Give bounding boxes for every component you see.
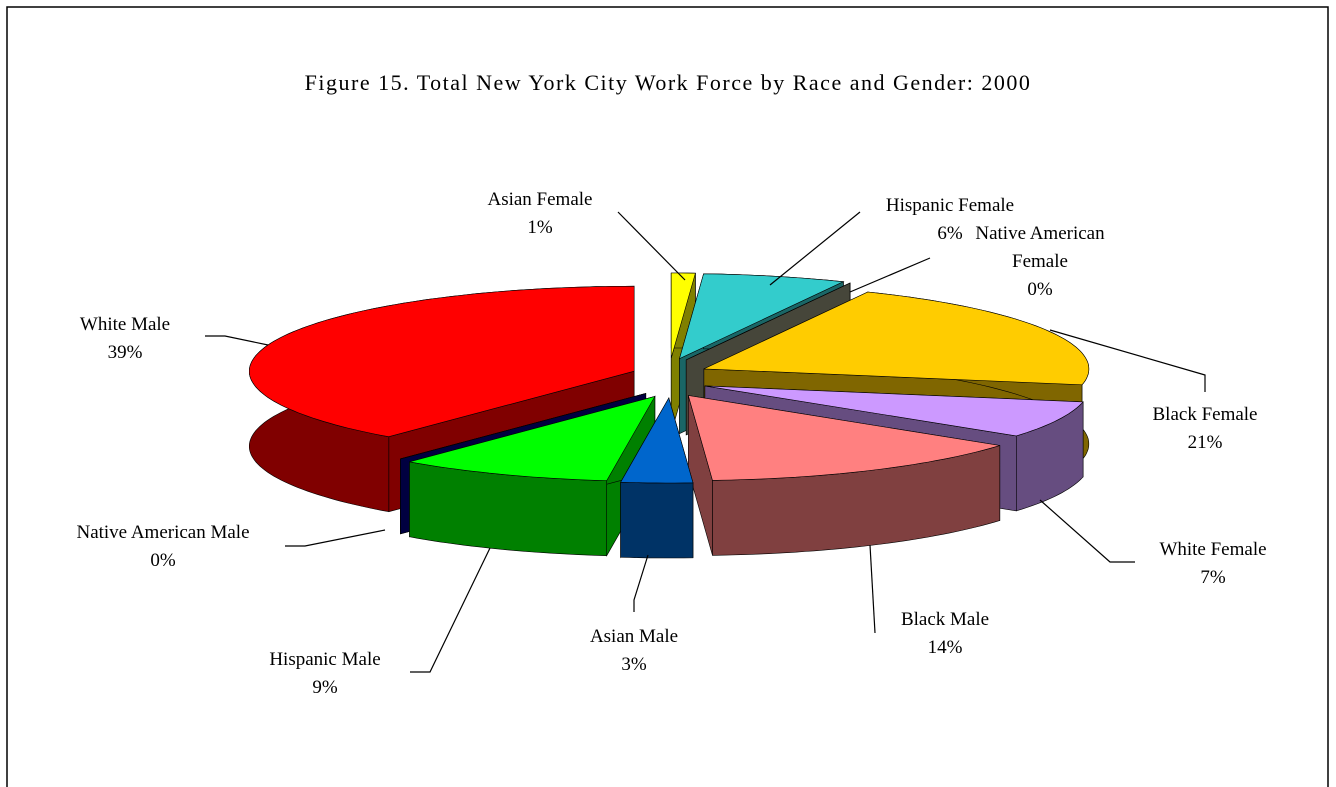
label-value: 6% [937, 223, 963, 244]
label-category: White Female [1159, 539, 1267, 560]
data-label: White Female 7% [1128, 536, 1298, 592]
data-label: Hispanic Male 9% [240, 646, 410, 702]
data-label: Native American Male 0% [33, 519, 293, 575]
slice-top [620, 397, 694, 484]
data-label: Black Female 21% [1125, 401, 1285, 457]
slice-wall [620, 481, 694, 559]
slice-top [704, 385, 1084, 437]
label-category: Black Female [1152, 404, 1258, 425]
leader-line [869, 544, 876, 634]
leader-line [1049, 329, 1206, 392]
slice-top [679, 273, 845, 360]
label-value: 21% [1187, 432, 1223, 453]
slice-top [703, 291, 1090, 386]
slice-top [686, 282, 851, 361]
pie-slice [620, 396, 694, 559]
slice-top [670, 272, 696, 359]
pie-slice [687, 395, 1001, 556]
frame [6, 6, 1329, 787]
label-category: Native American Male [76, 522, 250, 543]
data-label: Native American Female 0% [965, 220, 1115, 304]
slice-top [687, 395, 1000, 481]
data-label: Asian Female 1% [455, 186, 625, 242]
data-label: Hispanic Female 6% [855, 192, 1045, 248]
slice-top [409, 395, 656, 482]
data-label: Asian Male 3% [564, 623, 704, 679]
label-value: 39% [107, 342, 143, 363]
leader-line [205, 335, 269, 346]
label-value: 7% [1200, 567, 1226, 588]
label-category: Black Male [900, 609, 990, 630]
label-value: 0% [150, 550, 176, 571]
label-value: 1% [527, 217, 553, 238]
data-label: White Male 39% [50, 311, 200, 367]
label-category: Asian Female [487, 189, 593, 210]
pie [249, 272, 1090, 559]
leader-lines [205, 211, 1206, 673]
label-value: 9% [312, 677, 338, 698]
label-category: Asian Male [589, 626, 679, 647]
label-value: 14% [927, 637, 963, 658]
slice-top [400, 393, 646, 460]
label-category: Hispanic Female [885, 195, 1015, 216]
label-value: 0% [1027, 279, 1053, 300]
label-category: Hispanic Male [269, 649, 381, 670]
leader-line [769, 211, 861, 286]
leader-line [849, 257, 931, 293]
leader-line [285, 529, 386, 547]
leader-line [1039, 499, 1135, 563]
leader-line [410, 547, 491, 673]
label-category: White Male [79, 314, 171, 335]
chart-title: Figure 15. Total New York City Work Forc… [304, 70, 1032, 95]
leader-line [633, 554, 649, 612]
leader-line [617, 211, 686, 281]
label-value: 3% [621, 654, 647, 675]
data-label: Black Male 14% [870, 606, 1020, 662]
slice-top [249, 285, 635, 438]
label-category: Native American Female [975, 223, 1105, 272]
